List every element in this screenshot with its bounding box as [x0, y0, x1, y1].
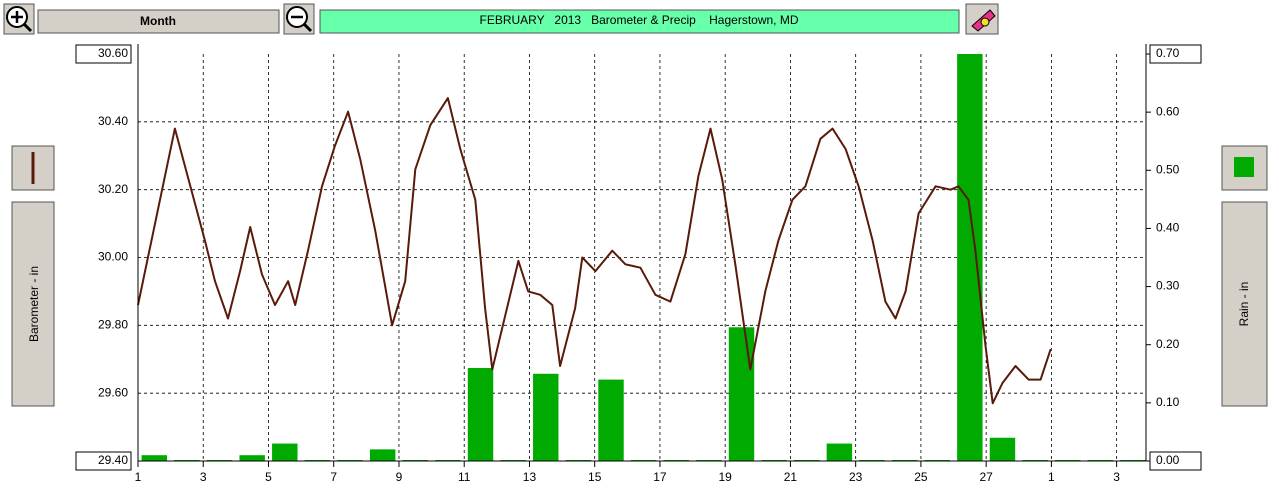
- period-button-frame: [37, 9, 280, 34]
- zoom-in-plus: [11, 11, 23, 23]
- y2-tick-label: 0.50: [1156, 162, 1180, 176]
- y2-tick-box: [1149, 44, 1202, 64]
- x-tick-label: 1: [1048, 470, 1055, 484]
- x-tick-label: 13: [523, 470, 537, 484]
- rain-bar: [467, 367, 494, 461]
- rain-bar: [598, 379, 624, 461]
- rain-bar: [141, 455, 168, 461]
- rain-axis-frame: [1221, 201, 1268, 407]
- barometer-line: [137, 97, 1052, 405]
- y-tick-box: [75, 44, 132, 64]
- x-tick-label: 17: [653, 470, 667, 484]
- barometer-axis-frame: [11, 201, 55, 407]
- x-tick-label: 5: [265, 470, 272, 484]
- y2-tick-box: [1149, 451, 1202, 471]
- x-tick-label: 7: [330, 470, 337, 484]
- rain-bar: [728, 327, 755, 461]
- y2-axis-label: Rain - in: [1237, 282, 1251, 327]
- y-tick-label: 30.20: [98, 182, 128, 196]
- rain-bar: [533, 373, 559, 461]
- y2-tick-label: 0.10: [1156, 395, 1180, 409]
- period-button[interactable]: Month: [37, 9, 280, 34]
- x-tick-label: 19: [719, 470, 733, 484]
- zoom-out-handle: [302, 22, 313, 33]
- x-tick-label: 3: [200, 470, 207, 484]
- y2-tick-label: 0.60: [1156, 104, 1180, 118]
- y2-tick-label: 0.40: [1156, 221, 1180, 235]
- rain-bar: [957, 54, 983, 461]
- plot-area: 1 3 5 7 9 11 13 15 17 19 21 23 25 27 1 329.4029.6029.80…: [75, 44, 1202, 484]
- y2-tick-label: 0.00: [1156, 453, 1180, 467]
- zoom-in-button[interactable]: [3, 3, 35, 35]
- rain-bar: [369, 449, 396, 461]
- rain-swatch: [1234, 157, 1254, 177]
- rain-bar: [826, 443, 853, 461]
- x-tick-label: 1: [135, 470, 142, 484]
- x-tick-label: 27: [979, 470, 993, 484]
- y-tick-box: [75, 451, 132, 471]
- print-icon-dot: [980, 17, 990, 27]
- y-tick-label: 29.80: [98, 318, 128, 332]
- x-tick-label: 11: [458, 470, 471, 484]
- x-tick-label: 25: [914, 470, 928, 484]
- print-button[interactable]: [965, 3, 999, 35]
- x-tick-label: 15: [588, 470, 602, 484]
- title-box: [319, 9, 960, 34]
- y2-tick-label: 0.70: [1156, 46, 1180, 60]
- barometer-axis-button[interactable]: Barometer - in: [11, 201, 55, 407]
- y-tick-label: 30.00: [98, 250, 128, 264]
- x-tick-label: 21: [784, 470, 798, 484]
- x-tick-label: 9: [396, 470, 403, 484]
- rain-bar: [239, 455, 265, 461]
- x-tick-label: 3: [1113, 470, 1120, 484]
- rain-axis-button[interactable]: Rain - in: [1221, 201, 1268, 407]
- rain-bar: [989, 437, 1016, 461]
- y-tick-label: 29.40: [98, 453, 128, 467]
- y-tick-label: 30.40: [98, 114, 128, 128]
- y-tick-label: 30.60: [98, 46, 128, 60]
- period-label: Month: [140, 14, 176, 28]
- zoom-in-handle: [22, 22, 33, 33]
- y-tick-label: 29.60: [98, 385, 128, 399]
- rain-bar: [272, 443, 298, 461]
- zoom-out-button[interactable]: [283, 3, 315, 35]
- y2-tick-label: 0.20: [1156, 337, 1180, 351]
- x-tick-label: 23: [849, 470, 863, 484]
- chart-title: FEBRUARY 2013 Barometer & Precip Hagerst…: [479, 13, 798, 27]
- y2-tick-label: 0.30: [1156, 279, 1180, 293]
- y-axis-label: Barometer - in: [27, 266, 41, 342]
